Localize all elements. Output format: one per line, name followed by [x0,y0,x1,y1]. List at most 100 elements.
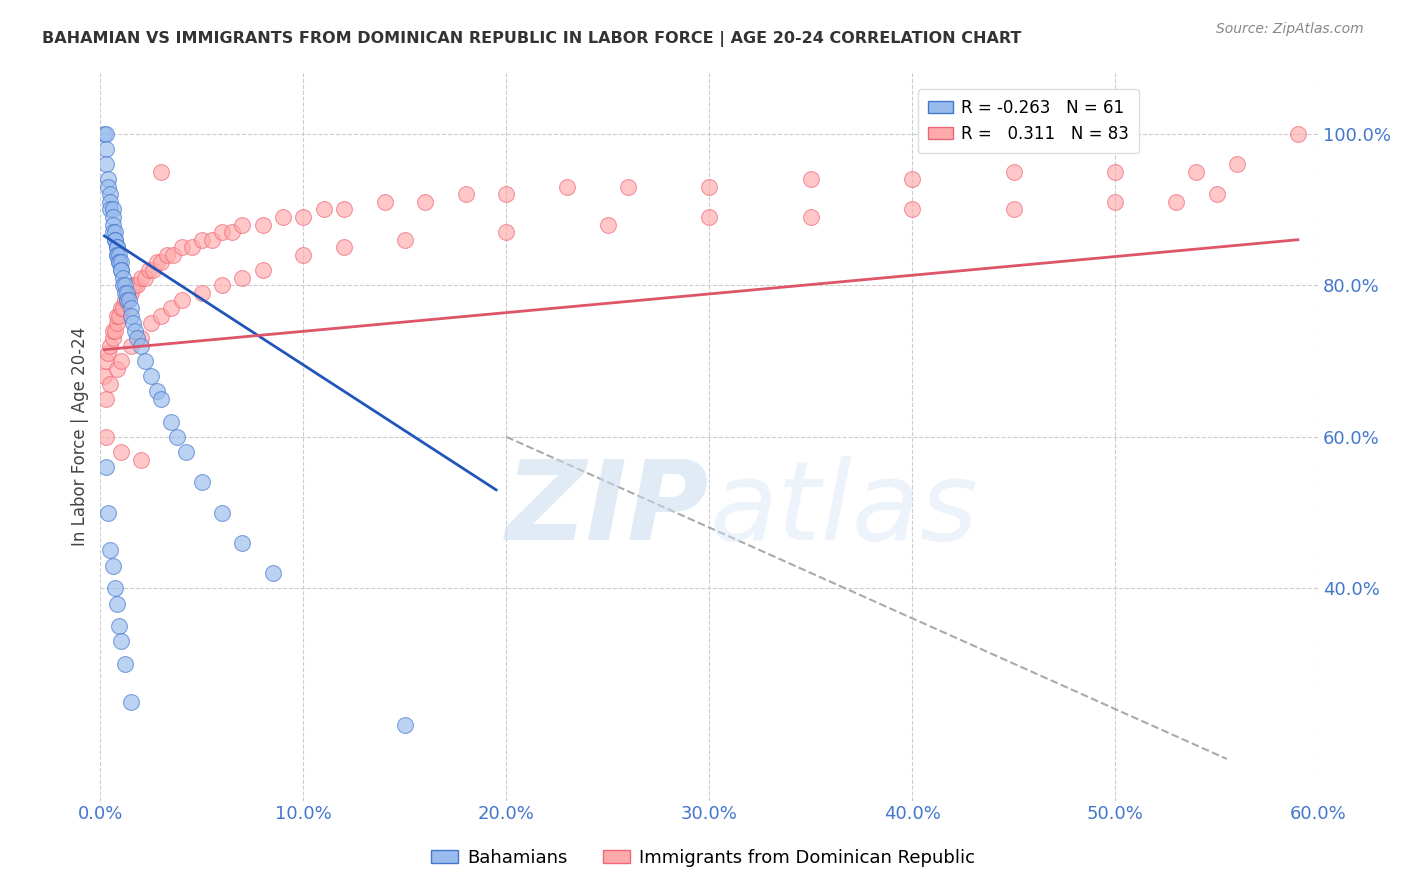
Point [1286,127,1309,141]
Text: Source: ZipAtlas.com: Source: ZipAtlas.com [1216,22,1364,37]
Point [312,202,335,217]
Point [150,392,173,406]
Point [129,452,152,467]
Point [262,566,284,581]
Point [124,324,146,338]
Point [697,179,720,194]
Point [191,285,214,300]
Point [394,718,416,732]
Point [125,331,148,345]
Point [110,301,132,315]
Point [160,301,183,315]
Point [101,202,124,217]
Point [111,301,134,315]
Point [211,506,233,520]
Point [211,278,233,293]
Point [107,255,129,269]
Point [170,240,193,254]
Point [1002,164,1025,178]
Point [221,225,243,239]
Point [162,248,184,262]
Point [96,157,118,171]
Point [118,285,141,300]
Point [174,445,197,459]
Point [201,233,224,247]
Point [105,240,128,254]
Point [139,369,162,384]
Point [1104,164,1126,178]
Point [292,210,315,224]
Point [100,376,122,391]
Point [107,255,129,269]
Point [100,187,122,202]
Point [110,445,132,459]
Point [800,210,823,224]
Text: ZIP: ZIP [506,456,709,563]
Point [110,354,132,368]
Point [160,415,183,429]
Point [115,293,138,308]
Text: BAHAMIAN VS IMMIGRANTS FROM DOMINICAN REPUBLIC IN LABOR FORCE | AGE 20-24 CORREL: BAHAMIAN VS IMMIGRANTS FROM DOMINICAN RE… [42,31,1022,47]
Point [191,475,214,490]
Point [100,202,122,217]
Point [114,657,136,672]
Point [114,278,136,293]
Point [105,309,128,323]
Point [124,278,146,293]
Point [96,127,118,141]
Point [111,270,134,285]
Point [252,218,274,232]
Point [596,218,619,232]
Point [373,194,395,209]
Point [96,142,118,156]
Point [121,316,143,330]
Point [101,218,124,232]
Point [96,430,118,444]
Point [110,263,132,277]
Point [100,194,122,209]
Point [107,248,129,262]
Point [115,285,138,300]
Point [1205,187,1227,202]
Point [105,248,128,262]
Point [1185,164,1208,178]
Text: atlas: atlas [709,456,977,563]
Point [97,179,120,194]
Point [103,233,125,247]
Point [103,233,125,247]
Point [101,324,124,338]
Point [110,634,132,648]
Point [120,309,142,323]
Point [110,255,132,269]
Point [115,293,138,308]
Point [1104,194,1126,209]
Point [93,127,115,141]
Point [146,255,169,269]
Point [105,240,128,254]
Point [96,392,118,406]
Point [105,316,128,330]
Point [100,339,122,353]
Point [129,339,152,353]
Point [617,179,640,194]
Point [150,164,173,178]
Point [901,172,924,186]
Point [333,240,356,254]
Point [166,430,188,444]
Point [252,263,274,277]
Point [129,270,152,285]
Point [1164,194,1187,209]
Point [120,285,142,300]
Point [211,225,233,239]
Point [231,536,253,550]
Point [1226,157,1249,171]
Point [120,339,142,353]
Point [111,278,134,293]
Point [120,695,142,709]
Point [107,309,129,323]
Point [231,218,253,232]
Point [292,248,315,262]
Point [333,202,356,217]
Point [105,597,128,611]
Point [103,582,125,596]
